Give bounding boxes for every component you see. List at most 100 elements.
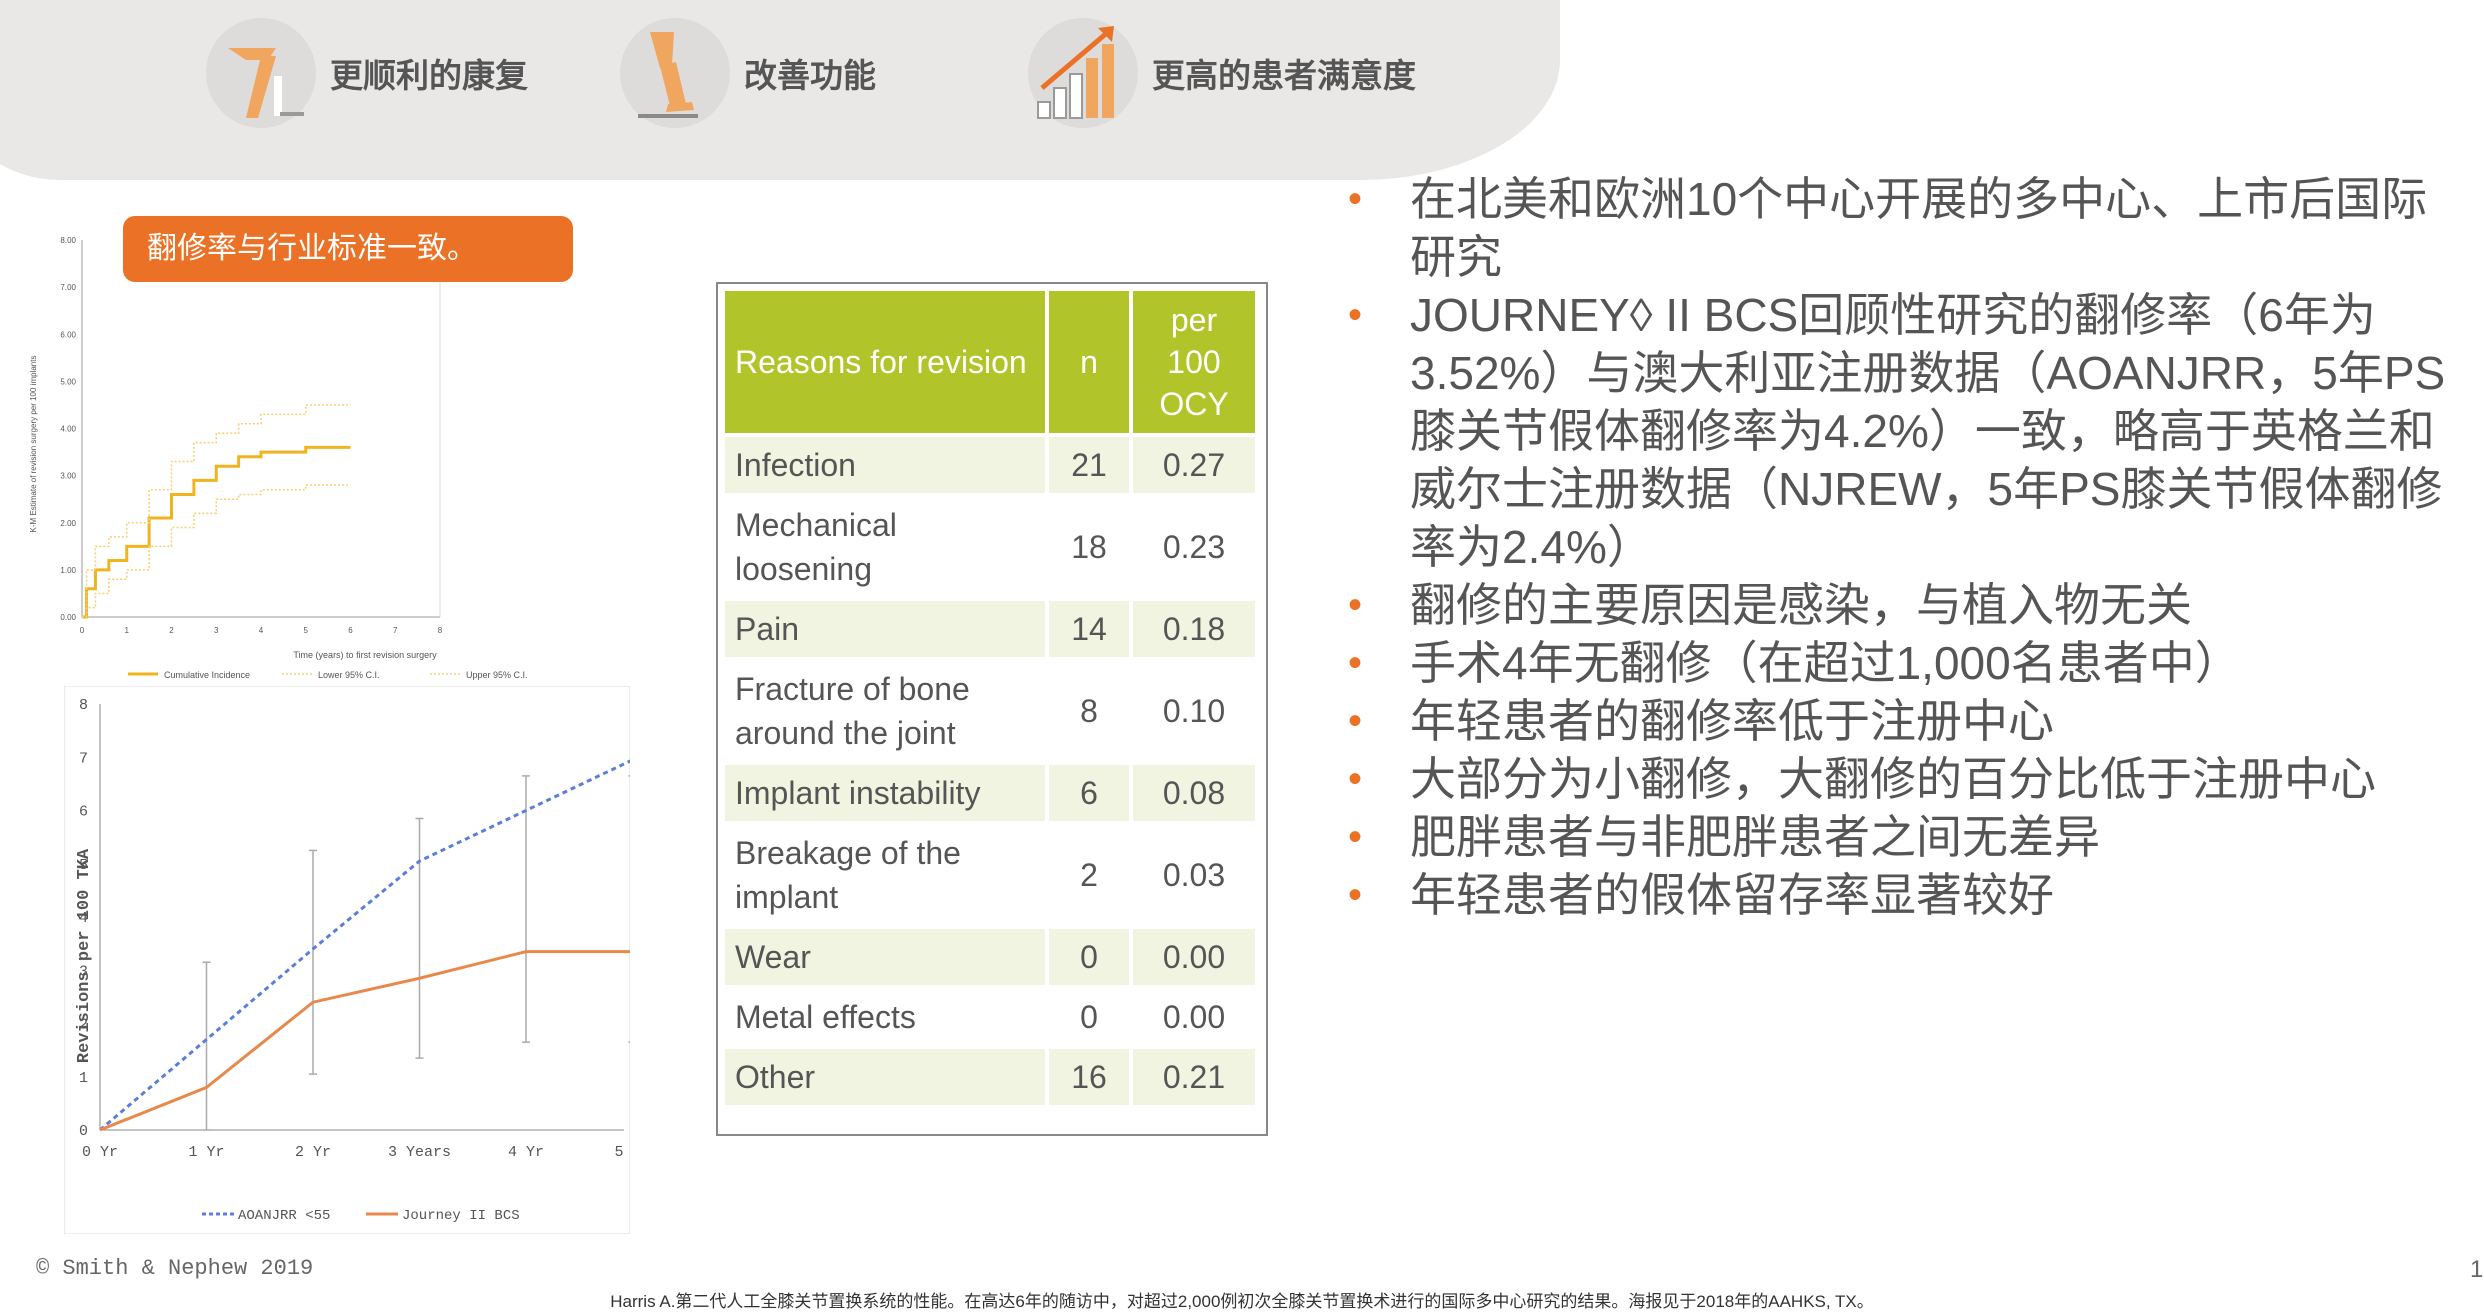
km-series xyxy=(82,404,351,619)
km-y-tick-label: 4.00 xyxy=(60,425,76,434)
header-label-satisfaction: 更高的患者满意度 xyxy=(1152,57,1416,94)
km-x-tick-label: 2 xyxy=(169,626,174,635)
km-y-tick-label: 2.00 xyxy=(60,519,76,528)
header-label-recovery: 更顺利的康复 xyxy=(330,57,528,94)
revisions-y-tick-label: 3 xyxy=(79,963,88,980)
table-row: Breakage of the implant 2 0.03 xyxy=(725,825,1255,925)
km-axes: 0.00 1.00 2.00 3.00 4.00 5.00 6.00 7.00 8.00 0 1 2 3… xyxy=(60,236,442,635)
revisions-x-tick-label: 1 Yr xyxy=(188,1144,224,1161)
reason-cell: Pain xyxy=(725,601,1045,657)
bullet-text: 肥胖患者与非肥胖患者之间无差异 xyxy=(1410,811,2100,863)
bullet-dot-icon: • xyxy=(1348,699,1363,743)
n-cell: 6 xyxy=(1049,765,1129,821)
header-label-function: 改善功能 xyxy=(744,57,876,94)
n-cell: 0 xyxy=(1049,929,1129,985)
n-cell: 8 xyxy=(1049,661,1129,761)
reason-cell: Fracture of bone around the joint xyxy=(725,661,1045,761)
bullet-dot-icon: • xyxy=(1348,177,1363,221)
revisions-x-tick-label: 3 Years xyxy=(388,1144,451,1161)
n-cell: 0 xyxy=(1049,989,1129,1045)
reason-cell: Mechanical loosening xyxy=(725,497,1045,597)
revisions-x-tick-label: 5 Yr xyxy=(614,1144,630,1161)
rate-cell: 0.18 xyxy=(1133,601,1255,657)
bullet-text: 年轻患者的翻修率低于注册中心 xyxy=(1410,695,2054,747)
km-x-tick-label: 5 xyxy=(304,626,309,635)
km-legend-upper: Upper 95% C.I. xyxy=(466,670,528,680)
rate-cell: 0.00 xyxy=(1133,989,1255,1045)
rate-cell: 0.00 xyxy=(1133,929,1255,985)
km-y-tick-label: 3.00 xyxy=(60,472,76,481)
table-row: Fracture of bone around the joint 8 0.10 xyxy=(725,661,1255,761)
page-number: 18 xyxy=(2470,1256,2484,1283)
revision-rate-callout: 翻修率与行业标准一致。 xyxy=(123,216,573,282)
list-item: • JOURNEY◊ II BCS回顾性研究的翻修率（6年为3.52%）与澳大利亚… xyxy=(1346,286,2466,576)
km-x-tick-label: 3 xyxy=(214,626,219,635)
legend-journey: Journey II BCS xyxy=(402,1208,520,1224)
rate-cell: 0.27 xyxy=(1133,437,1255,493)
rate-cell: 0.23 xyxy=(1133,497,1255,597)
km-y-tick-label: 7.00 xyxy=(60,283,76,292)
bullet-dot-icon: • xyxy=(1348,641,1363,685)
km-legend: Cumulative Incidence Lower 95% C.I. Uppe… xyxy=(128,670,528,680)
revisions-y-tick-label: 8 xyxy=(79,697,88,714)
list-item: • 手术4年无翻修（在超过1,000名患者中） xyxy=(1346,634,2466,692)
km-series-line-2 xyxy=(82,404,351,618)
list-item: • 年轻患者的翻修率低于注册中心 xyxy=(1346,692,2466,750)
bullet-dot-icon: • xyxy=(1348,757,1363,801)
km-y-tick-label: 0.00 xyxy=(60,613,76,622)
bullet-dot-icon: • xyxy=(1348,583,1363,627)
list-item: • 在北美和欧洲10个中心开展的多中心、上市后国际研究 xyxy=(1346,170,2466,286)
table-row: Metal effects 0 0.00 xyxy=(725,989,1255,1045)
header-reasons: Reasons for revision xyxy=(725,291,1045,433)
list-item: • 大部分为小翻修，大翻修的百分比低于注册中心 xyxy=(1346,750,2466,808)
knee-function-icon xyxy=(620,18,730,128)
list-item: • 翻修的主要原因是感染，与植入物无关 xyxy=(1346,576,2466,634)
n-cell: 16 xyxy=(1049,1049,1129,1105)
rate-cell: 0.03 xyxy=(1133,825,1255,925)
km-y-tick-label: 1.00 xyxy=(60,566,76,575)
reason-cell: Other xyxy=(725,1049,1045,1105)
revisions-y-tick-label: 6 xyxy=(79,804,88,821)
header-per-100-ocy: per 100 OCY xyxy=(1133,291,1255,433)
leg-recovery-icon xyxy=(206,18,316,128)
revisions-y-tick-label: 0 xyxy=(79,1123,88,1140)
rate-cell: 0.21 xyxy=(1133,1049,1255,1105)
bullet-dot-icon: • xyxy=(1348,815,1363,859)
bullet-text: 大部分为小翻修，大翻修的百分比低于注册中心 xyxy=(1410,753,2376,805)
reason-cell: Wear xyxy=(725,929,1045,985)
revisions-series xyxy=(99,759,630,1132)
n-cell: 14 xyxy=(1049,601,1129,657)
revisions-x-tick-label: 2 Yr xyxy=(295,1144,331,1161)
legend-aoanjrr: AOANJRR <55 xyxy=(238,1208,330,1224)
citation-footnote: Harris A.第二代人工全膝关节置换系统的性能。在高达6年的随访中，对超过2… xyxy=(610,1292,1874,1311)
list-item: • 肥胖患者与非肥胖患者之间无差异 xyxy=(1346,808,2466,866)
rate-cell: 0.08 xyxy=(1133,765,1255,821)
revisions-x-tick-label: 0 Yr xyxy=(82,1144,118,1161)
list-item: • 年轻患者的假体留存率显著较好 xyxy=(1346,866,2466,924)
km-legend-lower: Lower 95% C.I. xyxy=(318,670,380,680)
rate-cell: 0.10 xyxy=(1133,661,1255,761)
km-x-tick-label: 6 xyxy=(348,626,353,635)
km-y-tick-label: 8.00 xyxy=(60,236,76,245)
bullet-dot-icon: • xyxy=(1348,873,1363,917)
km-x-axis-label: Time (years) to first revision surgery xyxy=(293,650,437,660)
copyright-notice: © Smith & Nephew 2019 xyxy=(36,1256,314,1281)
reason-cell: Implant instability xyxy=(725,765,1045,821)
bullet-dot-icon: • xyxy=(1348,293,1363,337)
km-legend-cumulative: Cumulative Incidence xyxy=(164,670,250,680)
bullet-text: 年轻患者的假体留存率显著较好 xyxy=(1410,869,2054,921)
bullet-text: JOURNEY◊ II BCS回顾性研究的翻修率（6年为3.52%）与澳大利亚注… xyxy=(1410,289,2446,573)
reason-cell: Breakage of the implant xyxy=(725,825,1045,925)
km-series-line-0 xyxy=(82,445,351,619)
n-cell: 2 xyxy=(1049,825,1129,925)
reason-cell: Infection xyxy=(725,437,1045,493)
km-y-tick-label: 5.00 xyxy=(60,377,76,386)
header-item-satisfaction: 更高的患者满意度 xyxy=(1028,18,1416,128)
revision-reasons-table: Reasons for revision n per 100 OCY Infec… xyxy=(716,282,1268,1136)
table-row: Pain 14 0.18 xyxy=(725,601,1255,657)
km-x-tick-label: 4 xyxy=(259,626,264,635)
km-y-tick-label: 6.00 xyxy=(60,330,76,339)
table-row: Other 16 0.21 xyxy=(725,1049,1255,1105)
header-item-function: 改善功能 xyxy=(620,18,876,128)
n-cell: 18 xyxy=(1049,497,1129,597)
